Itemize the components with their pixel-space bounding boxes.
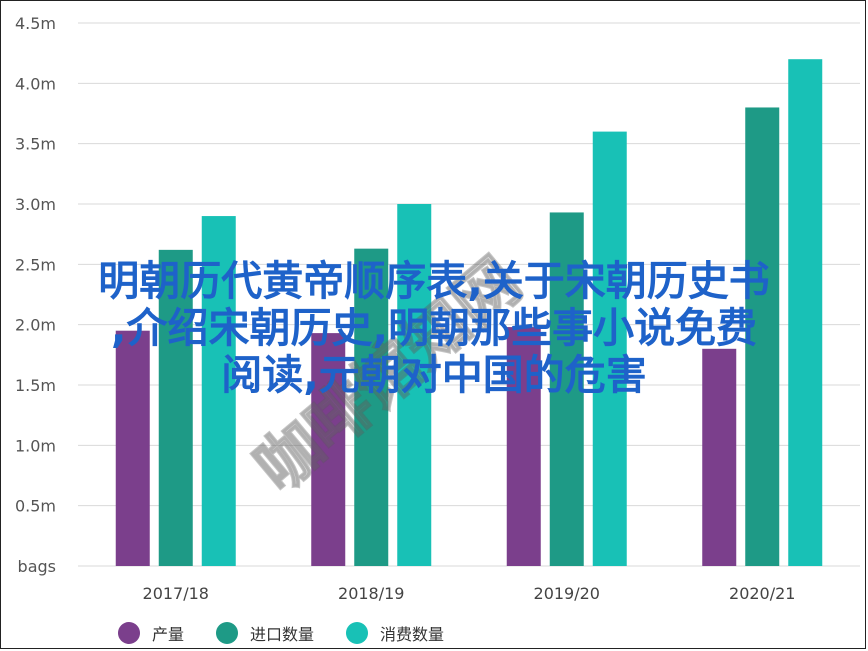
x-axis-ticks: 2017/18 2018/19 2019/20 2020/21 xyxy=(143,584,796,603)
x-tick-label: 2020/21 xyxy=(729,584,795,603)
legend-item-production: 产量 xyxy=(118,621,184,645)
bar-imports xyxy=(354,248,389,566)
legend: 产量 进口数量 消费数量 xyxy=(118,620,444,646)
bar-production xyxy=(115,330,150,566)
bar-production xyxy=(506,327,541,566)
overlay-headline: 明朝历代黄帝顺序表,关于宋朝历史书 ,介绍宋朝历史,明朝那些事小说免费 阅读,元… xyxy=(0,258,868,399)
x-tick-label: 2019/20 xyxy=(534,584,600,603)
y-tick-label: 1.0m xyxy=(15,436,56,455)
bar-consumption xyxy=(788,59,823,566)
bars xyxy=(115,59,823,567)
y-tick-label: 2.0m xyxy=(15,316,56,335)
y-tick-label: 3.0m xyxy=(15,195,56,214)
y-tick-label: 1.5m xyxy=(15,376,56,395)
y-axis-ticks: bags 0.5m 1.0m 1.5m 2.0m 2.5m 3.0m 3.5m 4.0m 4.5m xyxy=(15,14,56,576)
legend-item-imports: 进口数量 xyxy=(216,621,314,645)
bar-imports xyxy=(549,212,584,567)
bar-consumption xyxy=(592,131,627,566)
legend-label-production: 产量 xyxy=(152,625,185,644)
legend-swatch-consumption xyxy=(346,622,369,644)
bar-consumption xyxy=(397,204,432,566)
bar-production xyxy=(702,348,737,566)
legend-label-imports: 进口数量 xyxy=(250,625,315,644)
overlay-line-1: 明朝历代黄帝顺序表,关于宋朝历史书 xyxy=(98,257,770,305)
bar-imports xyxy=(158,249,193,566)
y-tick-label: 0.5m xyxy=(15,497,56,516)
legend-item-consumption: 消费数量 xyxy=(346,621,444,645)
overlay-line-2: ,介绍宋朝历史,明朝那些事小说免费 xyxy=(110,304,758,352)
y-tick-label: 4.5m xyxy=(15,14,56,33)
bar-imports xyxy=(745,107,780,566)
overlay-line-3: 阅读,元朝对中国的危害 xyxy=(221,351,647,399)
bar-consumption xyxy=(201,216,236,567)
legend-swatch-production xyxy=(118,622,140,644)
y-tick-label: 2.5m xyxy=(15,255,56,274)
y-tick-label: 3.5m xyxy=(15,135,56,154)
bar-production xyxy=(311,333,346,566)
legend-swatch-imports xyxy=(216,622,239,644)
x-tick-label: 2018/19 xyxy=(338,584,404,603)
y-tick-label: 4.0m xyxy=(15,74,56,93)
x-tick-label: 2017/18 xyxy=(143,584,209,603)
legend-label-consumption: 消费数量 xyxy=(380,625,445,644)
y-tick-label: bags xyxy=(18,557,56,576)
